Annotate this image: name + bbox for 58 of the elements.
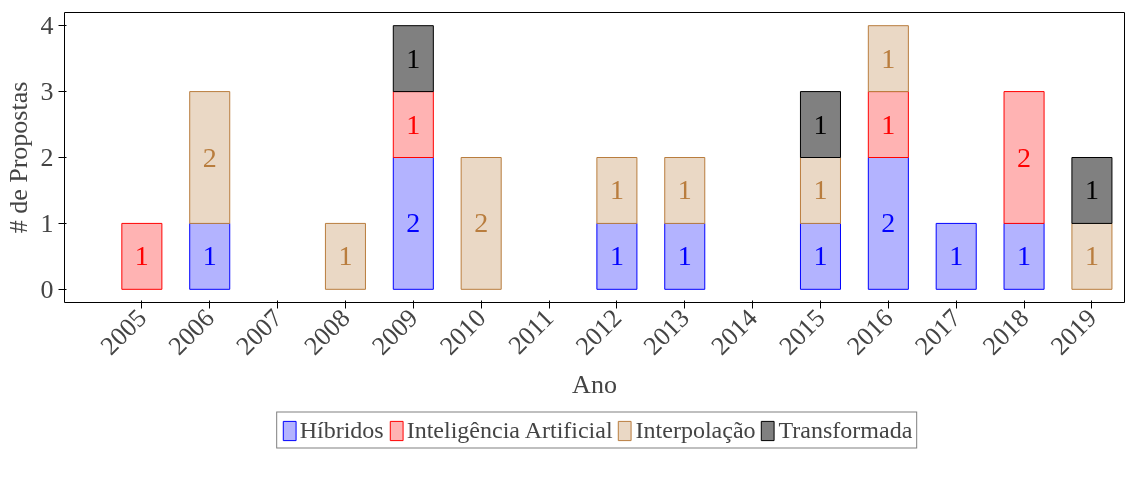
bar: [121, 222, 163, 290]
data-label: 1: [881, 108, 896, 140]
bar: [596, 222, 638, 290]
y-tick-label: 0: [40, 274, 54, 304]
bar: [1071, 157, 1113, 224]
data-label: 1: [949, 240, 964, 272]
data-label: 1: [813, 108, 828, 140]
data-label: 1: [881, 42, 896, 74]
x-tick-label: 2011: [502, 303, 560, 360]
data-label: 2: [1017, 141, 1032, 173]
data-label: 2: [202, 141, 217, 173]
data-label: 1: [202, 240, 217, 272]
data-label: 1: [609, 174, 624, 206]
data-label: 1: [338, 240, 353, 272]
legend-label: Transformada: [778, 416, 913, 444]
bar: [189, 91, 231, 224]
data-label: 1: [813, 240, 828, 272]
y-tick-label: 3: [40, 77, 54, 107]
data-label: 1: [677, 174, 692, 206]
bar: [596, 157, 638, 224]
data-label: 1: [813, 174, 828, 206]
data-label: 1: [1017, 240, 1032, 272]
data-label: 1: [609, 240, 624, 272]
bar: [460, 157, 502, 290]
bar: [1071, 222, 1113, 290]
data-label: 1: [1084, 174, 1099, 206]
data-label: 2: [406, 207, 421, 239]
bar: [867, 91, 909, 158]
y-tick-label: 2: [40, 143, 54, 172]
data-label: 1: [1084, 240, 1099, 272]
legend-label: Interpolação: [635, 416, 756, 444]
bar: [1003, 91, 1045, 224]
bar: [867, 25, 909, 93]
bar: [324, 222, 366, 290]
legend-label: Híbridos: [299, 416, 384, 444]
data-label: 2: [474, 207, 489, 239]
bar: [392, 25, 434, 93]
bar: [189, 222, 231, 290]
bar: [392, 157, 434, 290]
y-tick-label: 1: [40, 208, 54, 238]
bar: [935, 222, 977, 290]
bar: [664, 157, 706, 224]
data-label: 1: [677, 240, 692, 272]
y-axis-title: # de Propostas: [3, 81, 33, 234]
data-label: 1: [406, 108, 421, 140]
bar: [867, 157, 909, 290]
x-axis-title: Ano: [572, 370, 617, 400]
bar: [799, 222, 841, 290]
bar: [799, 157, 841, 224]
data-label: 2: [881, 207, 896, 239]
y-tick-label: 4: [40, 11, 54, 41]
bar: [1003, 222, 1045, 290]
data-label: 1: [406, 42, 421, 74]
bar: [664, 222, 706, 290]
data-label: 1: [134, 240, 149, 272]
legend-label: Inteligência Artificial: [406, 416, 613, 444]
bar: [799, 91, 841, 158]
bar: [392, 91, 434, 158]
